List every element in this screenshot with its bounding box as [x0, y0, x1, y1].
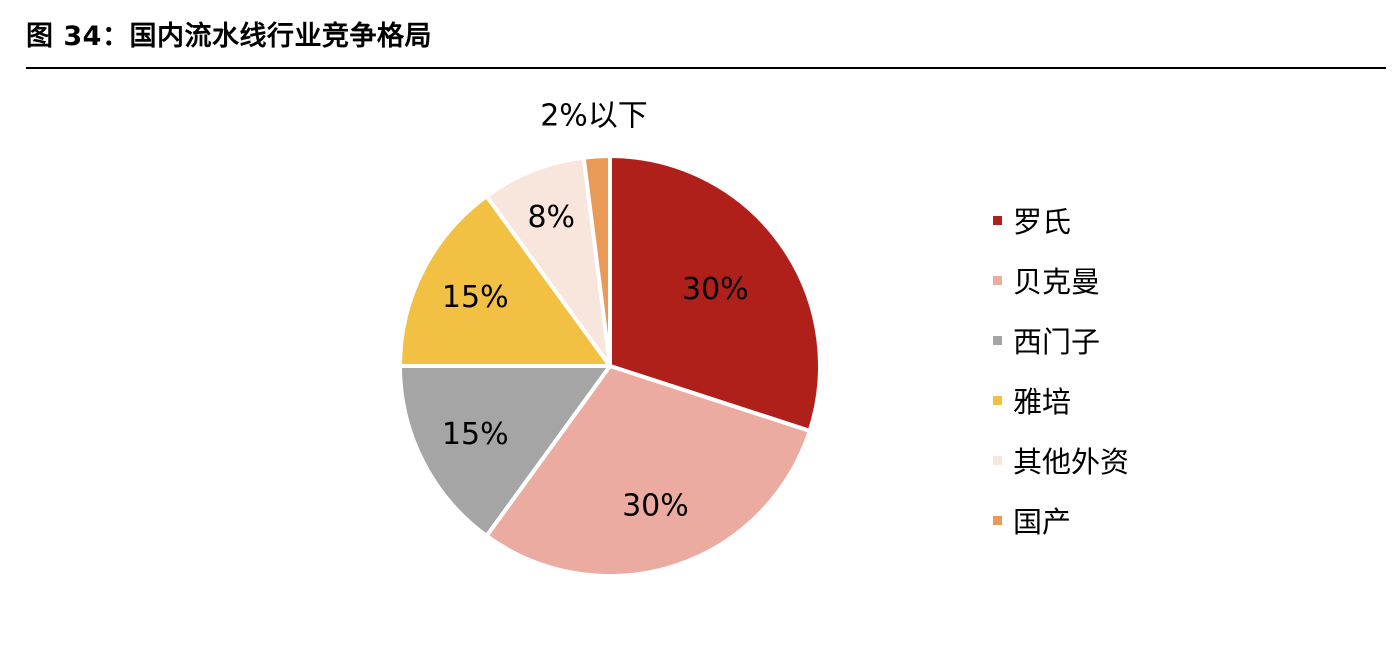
legend-swatch: [993, 455, 1002, 465]
legend-item-2: 贝克曼: [993, 250, 1129, 310]
legend-item-5: 其他外资: [993, 430, 1129, 490]
pie-slice-6: [581, 154, 612, 368]
legend-item-1: 罗氏: [993, 190, 1129, 250]
data-label-5: 8%: [527, 200, 575, 235]
pie-slice-1: [608, 154, 822, 433]
data-label-6: 2%以下: [540, 99, 648, 134]
chart-legend: 罗氏贝克曼西门子雅培其他外资国产: [993, 190, 1129, 550]
legend-swatch: [993, 515, 1002, 525]
legend-item-6: 国产: [993, 490, 1129, 550]
data-label-4: 15%: [442, 280, 509, 315]
legend-item-3: 西门子: [993, 310, 1129, 370]
legend-swatch: [993, 215, 1002, 225]
legend-label: 其他外资: [1013, 445, 1130, 479]
data-label-1: 30%: [682, 272, 749, 307]
legend-swatch: [993, 335, 1002, 345]
figure-title: 图 34：国内流水线行业竞争格局: [26, 21, 432, 52]
legend-item-4: 雅培: [993, 370, 1129, 430]
pie-slice-4: [398, 194, 612, 368]
legend-label: 西门子: [1013, 325, 1101, 359]
legend-swatch: [993, 275, 1002, 285]
data-label-2: 30%: [622, 488, 689, 523]
legend-swatch: [993, 395, 1002, 405]
pie-slice-2: [484, 364, 812, 578]
legend-label: 雅培: [1013, 385, 1072, 419]
data-label-3: 15%: [442, 417, 509, 452]
title-divider: [26, 67, 1386, 69]
pie-slice-5: [484, 155, 612, 368]
pie-slice-3: [398, 364, 612, 538]
legend-label: 贝克曼: [1013, 265, 1101, 299]
legend-label: 罗氏: [1013, 205, 1072, 239]
legend-label: 国产: [1013, 505, 1072, 539]
